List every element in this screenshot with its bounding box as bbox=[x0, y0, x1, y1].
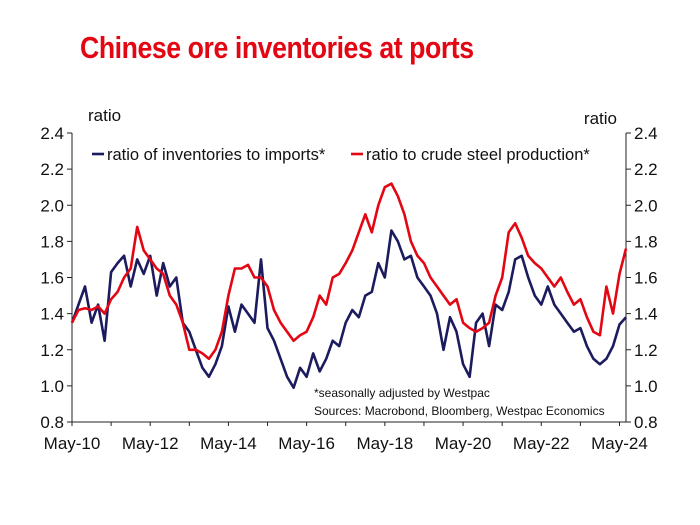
y-tick-label-right: 1.8 bbox=[634, 232, 658, 251]
y-tick-label-left: 2.0 bbox=[40, 196, 64, 215]
y-tick-label-right: 2.2 bbox=[634, 160, 658, 179]
x-tick-label: May-22 bbox=[513, 434, 570, 453]
legend-label-1: ratio of inventories to imports* bbox=[107, 146, 326, 164]
y-tick-label-right: 1.4 bbox=[634, 305, 658, 324]
y-tick-label-left: 2.4 bbox=[40, 124, 64, 143]
y-tick-label-left: 1.6 bbox=[40, 269, 64, 288]
x-tick-label: May-18 bbox=[357, 434, 414, 453]
x-tick-label: May-14 bbox=[200, 434, 257, 453]
y-tick-label-left: 1.0 bbox=[40, 377, 64, 396]
y-tick-label-right: 2.0 bbox=[634, 196, 658, 215]
footnote: *seasonally adjusted by Westpac bbox=[314, 386, 490, 400]
x-tick-label: May-24 bbox=[591, 434, 648, 453]
y-tick-label-right: 2.4 bbox=[634, 124, 658, 143]
source-note: Sources: Macrobond, Bloomberg, Westpac E… bbox=[314, 404, 605, 418]
legend-label-2: ratio to crude steel production* bbox=[366, 146, 590, 164]
series-line-1 bbox=[70, 229, 627, 390]
x-tick-label: May-20 bbox=[435, 434, 492, 453]
series-line-2 bbox=[70, 182, 628, 361]
y-tick-label-right: 1.2 bbox=[634, 341, 658, 360]
y-axis-label-left: ratio bbox=[88, 106, 121, 125]
y-tick-label-right: 1.6 bbox=[634, 269, 658, 288]
chart-title: Chinese ore inventories at ports bbox=[80, 30, 474, 65]
x-tick-label: May-10 bbox=[44, 434, 101, 453]
y-tick-label-left: 2.2 bbox=[40, 160, 64, 179]
y-axis-label-right: ratio bbox=[584, 109, 617, 128]
x-tick-label: May-16 bbox=[278, 434, 335, 453]
x-tick-label: May-12 bbox=[122, 434, 179, 453]
y-tick-label-right: 1.0 bbox=[634, 377, 658, 396]
y-tick-label-left: 1.2 bbox=[40, 341, 64, 360]
y-tick-label-left: 1.4 bbox=[40, 305, 64, 324]
y-tick-label-right: 0.8 bbox=[634, 413, 658, 432]
y-tick-label-left: 0.8 bbox=[40, 413, 64, 432]
y-tick-label-left: 1.8 bbox=[40, 232, 64, 251]
